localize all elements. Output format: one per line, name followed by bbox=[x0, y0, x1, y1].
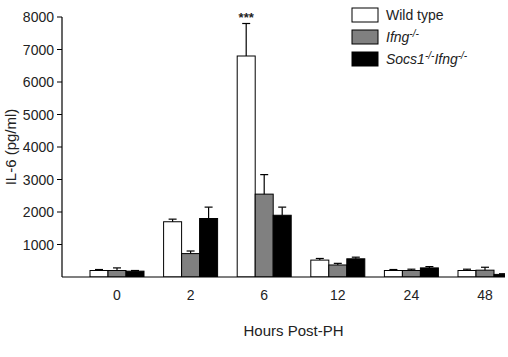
text-part: Wild type bbox=[386, 7, 444, 23]
error-cap bbox=[481, 267, 489, 268]
text-part: Socs1 bbox=[386, 51, 425, 67]
legend-swatch bbox=[352, 52, 378, 66]
y-tick bbox=[57, 17, 62, 18]
error-bar bbox=[316, 258, 324, 260]
y-tick-label: 1000 bbox=[23, 237, 54, 253]
x-tick-label: 24 bbox=[404, 287, 420, 303]
y-tick bbox=[57, 49, 62, 50]
bar bbox=[237, 56, 255, 277]
error-bar bbox=[113, 268, 121, 271]
error-line bbox=[264, 175, 265, 195]
error-bar bbox=[407, 269, 415, 270]
error-line bbox=[282, 207, 283, 215]
bar bbox=[164, 222, 182, 277]
error-bar bbox=[481, 267, 489, 270]
bar bbox=[273, 215, 291, 277]
legend-label: Ifng-/- bbox=[386, 28, 419, 46]
bar bbox=[311, 260, 329, 277]
bar bbox=[329, 265, 347, 277]
error-cap bbox=[352, 257, 360, 258]
bar bbox=[182, 254, 200, 277]
error-bar bbox=[95, 269, 103, 271]
error-bar bbox=[242, 24, 250, 57]
bar bbox=[458, 271, 476, 278]
y-tick-label: 7000 bbox=[23, 42, 54, 58]
x-tick-label: 12 bbox=[330, 287, 346, 303]
y-axis-label: IL-6 (pg/ml) bbox=[2, 109, 19, 186]
error-cap bbox=[260, 174, 268, 175]
error-bar bbox=[334, 263, 342, 265]
bar bbox=[108, 271, 126, 278]
error-cap bbox=[316, 258, 324, 259]
bar bbox=[200, 219, 218, 278]
legend-label: Wild type bbox=[386, 7, 444, 23]
bar bbox=[90, 271, 108, 278]
x-axis bbox=[62, 276, 505, 277]
error-cap bbox=[389, 269, 397, 270]
error-bar bbox=[169, 219, 177, 222]
bar bbox=[420, 268, 438, 277]
superscript: -/- bbox=[458, 50, 468, 61]
error-cap bbox=[205, 207, 213, 208]
error-cap bbox=[463, 269, 471, 270]
annotation: *** bbox=[239, 10, 255, 25]
bar bbox=[384, 271, 402, 278]
text-part: Ifng bbox=[386, 29, 410, 45]
x-tick-label: 48 bbox=[477, 287, 493, 303]
error-bar bbox=[187, 251, 195, 254]
bar bbox=[476, 270, 494, 277]
error-cap bbox=[187, 250, 195, 251]
y-tick bbox=[57, 147, 62, 148]
error-cap bbox=[113, 267, 121, 268]
error-bar bbox=[499, 273, 505, 275]
error-cap bbox=[169, 219, 177, 220]
error-bar bbox=[205, 207, 213, 218]
bar bbox=[402, 271, 420, 278]
y-tick bbox=[57, 179, 62, 180]
y-tick-label: 6000 bbox=[23, 74, 54, 90]
x-tick-label: 2 bbox=[187, 287, 195, 303]
y-tick-label: 8000 bbox=[23, 9, 54, 25]
y-tick-label: 4000 bbox=[23, 139, 54, 155]
chart: 1000 2000 3000 4000 5000 6000 7000 8000 0 2 6 12 24 4… bbox=[0, 0, 508, 357]
error-bar bbox=[425, 267, 433, 268]
text-part: Ifng bbox=[434, 51, 458, 67]
y-tick-label: 5000 bbox=[23, 107, 54, 123]
legend-swatch bbox=[352, 30, 378, 44]
error-cap bbox=[425, 266, 433, 267]
y-tick-label: 2000 bbox=[23, 204, 54, 220]
legend-swatch bbox=[352, 8, 378, 22]
y-tick bbox=[57, 82, 62, 83]
error-bar bbox=[389, 269, 397, 271]
error-bar bbox=[352, 257, 360, 259]
y-tick-label: 3000 bbox=[23, 172, 54, 188]
error-bar bbox=[260, 175, 268, 195]
y-tick bbox=[57, 212, 62, 213]
error-bar bbox=[463, 269, 471, 270]
x-tick-label: 0 bbox=[113, 287, 121, 303]
y-tick bbox=[57, 244, 62, 245]
bar bbox=[347, 259, 365, 277]
error-line bbox=[208, 207, 209, 218]
error-cap bbox=[499, 273, 505, 274]
legend-label: Socs1-/-Ifng-/- bbox=[386, 50, 468, 68]
x-axis-label: Hours Post-PH bbox=[243, 322, 343, 339]
error-line bbox=[246, 24, 247, 57]
error-cap bbox=[95, 269, 103, 270]
error-bar bbox=[278, 207, 286, 215]
bars bbox=[90, 24, 505, 278]
bar bbox=[126, 271, 144, 277]
error-bar bbox=[131, 270, 139, 272]
error-cap bbox=[278, 207, 286, 208]
error-cap bbox=[407, 269, 415, 270]
x-tick-label: 6 bbox=[260, 287, 268, 303]
error-cap bbox=[334, 263, 342, 264]
bar bbox=[255, 194, 273, 277]
superscript: -/- bbox=[409, 28, 419, 39]
error-cap bbox=[131, 270, 139, 271]
y-tick bbox=[57, 114, 62, 115]
